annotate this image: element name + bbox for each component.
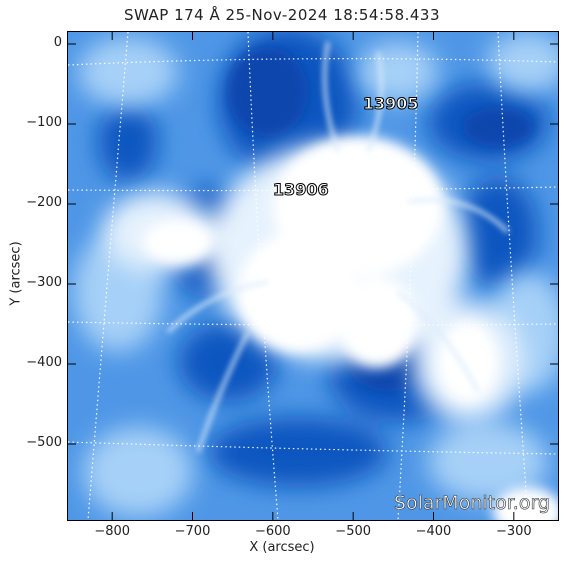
solar-image-panel xyxy=(67,31,559,521)
image-title: SWAP 174 Å 25-Nov-2024 18:54:58.433 xyxy=(123,6,441,24)
x-tick-label: −600 xyxy=(254,524,291,539)
y-tick-label: −400 xyxy=(26,355,62,370)
y-tick-label: −200 xyxy=(26,195,62,210)
y-tick-label: −500 xyxy=(26,435,62,450)
solarmonitor-watermark: SolarMonitor.org xyxy=(393,492,551,515)
x-tick-label: −400 xyxy=(415,524,452,539)
solar-euv-image xyxy=(68,32,558,520)
active-region-label: 13906 xyxy=(272,180,329,200)
x-axis-label: X (arcsec) xyxy=(249,540,315,555)
y-tick-label: −300 xyxy=(26,275,62,290)
x-tick-label: −300 xyxy=(495,524,532,539)
active-region-label: 13905 xyxy=(362,94,419,114)
y-axis-label: Y (arcsec) xyxy=(8,241,24,306)
y-tick-label: 0 xyxy=(53,35,62,50)
x-tick-label: −700 xyxy=(174,524,211,539)
x-tick-label: −500 xyxy=(335,524,372,539)
y-tick-label: −100 xyxy=(26,115,62,130)
x-tick-label: −800 xyxy=(94,524,131,539)
